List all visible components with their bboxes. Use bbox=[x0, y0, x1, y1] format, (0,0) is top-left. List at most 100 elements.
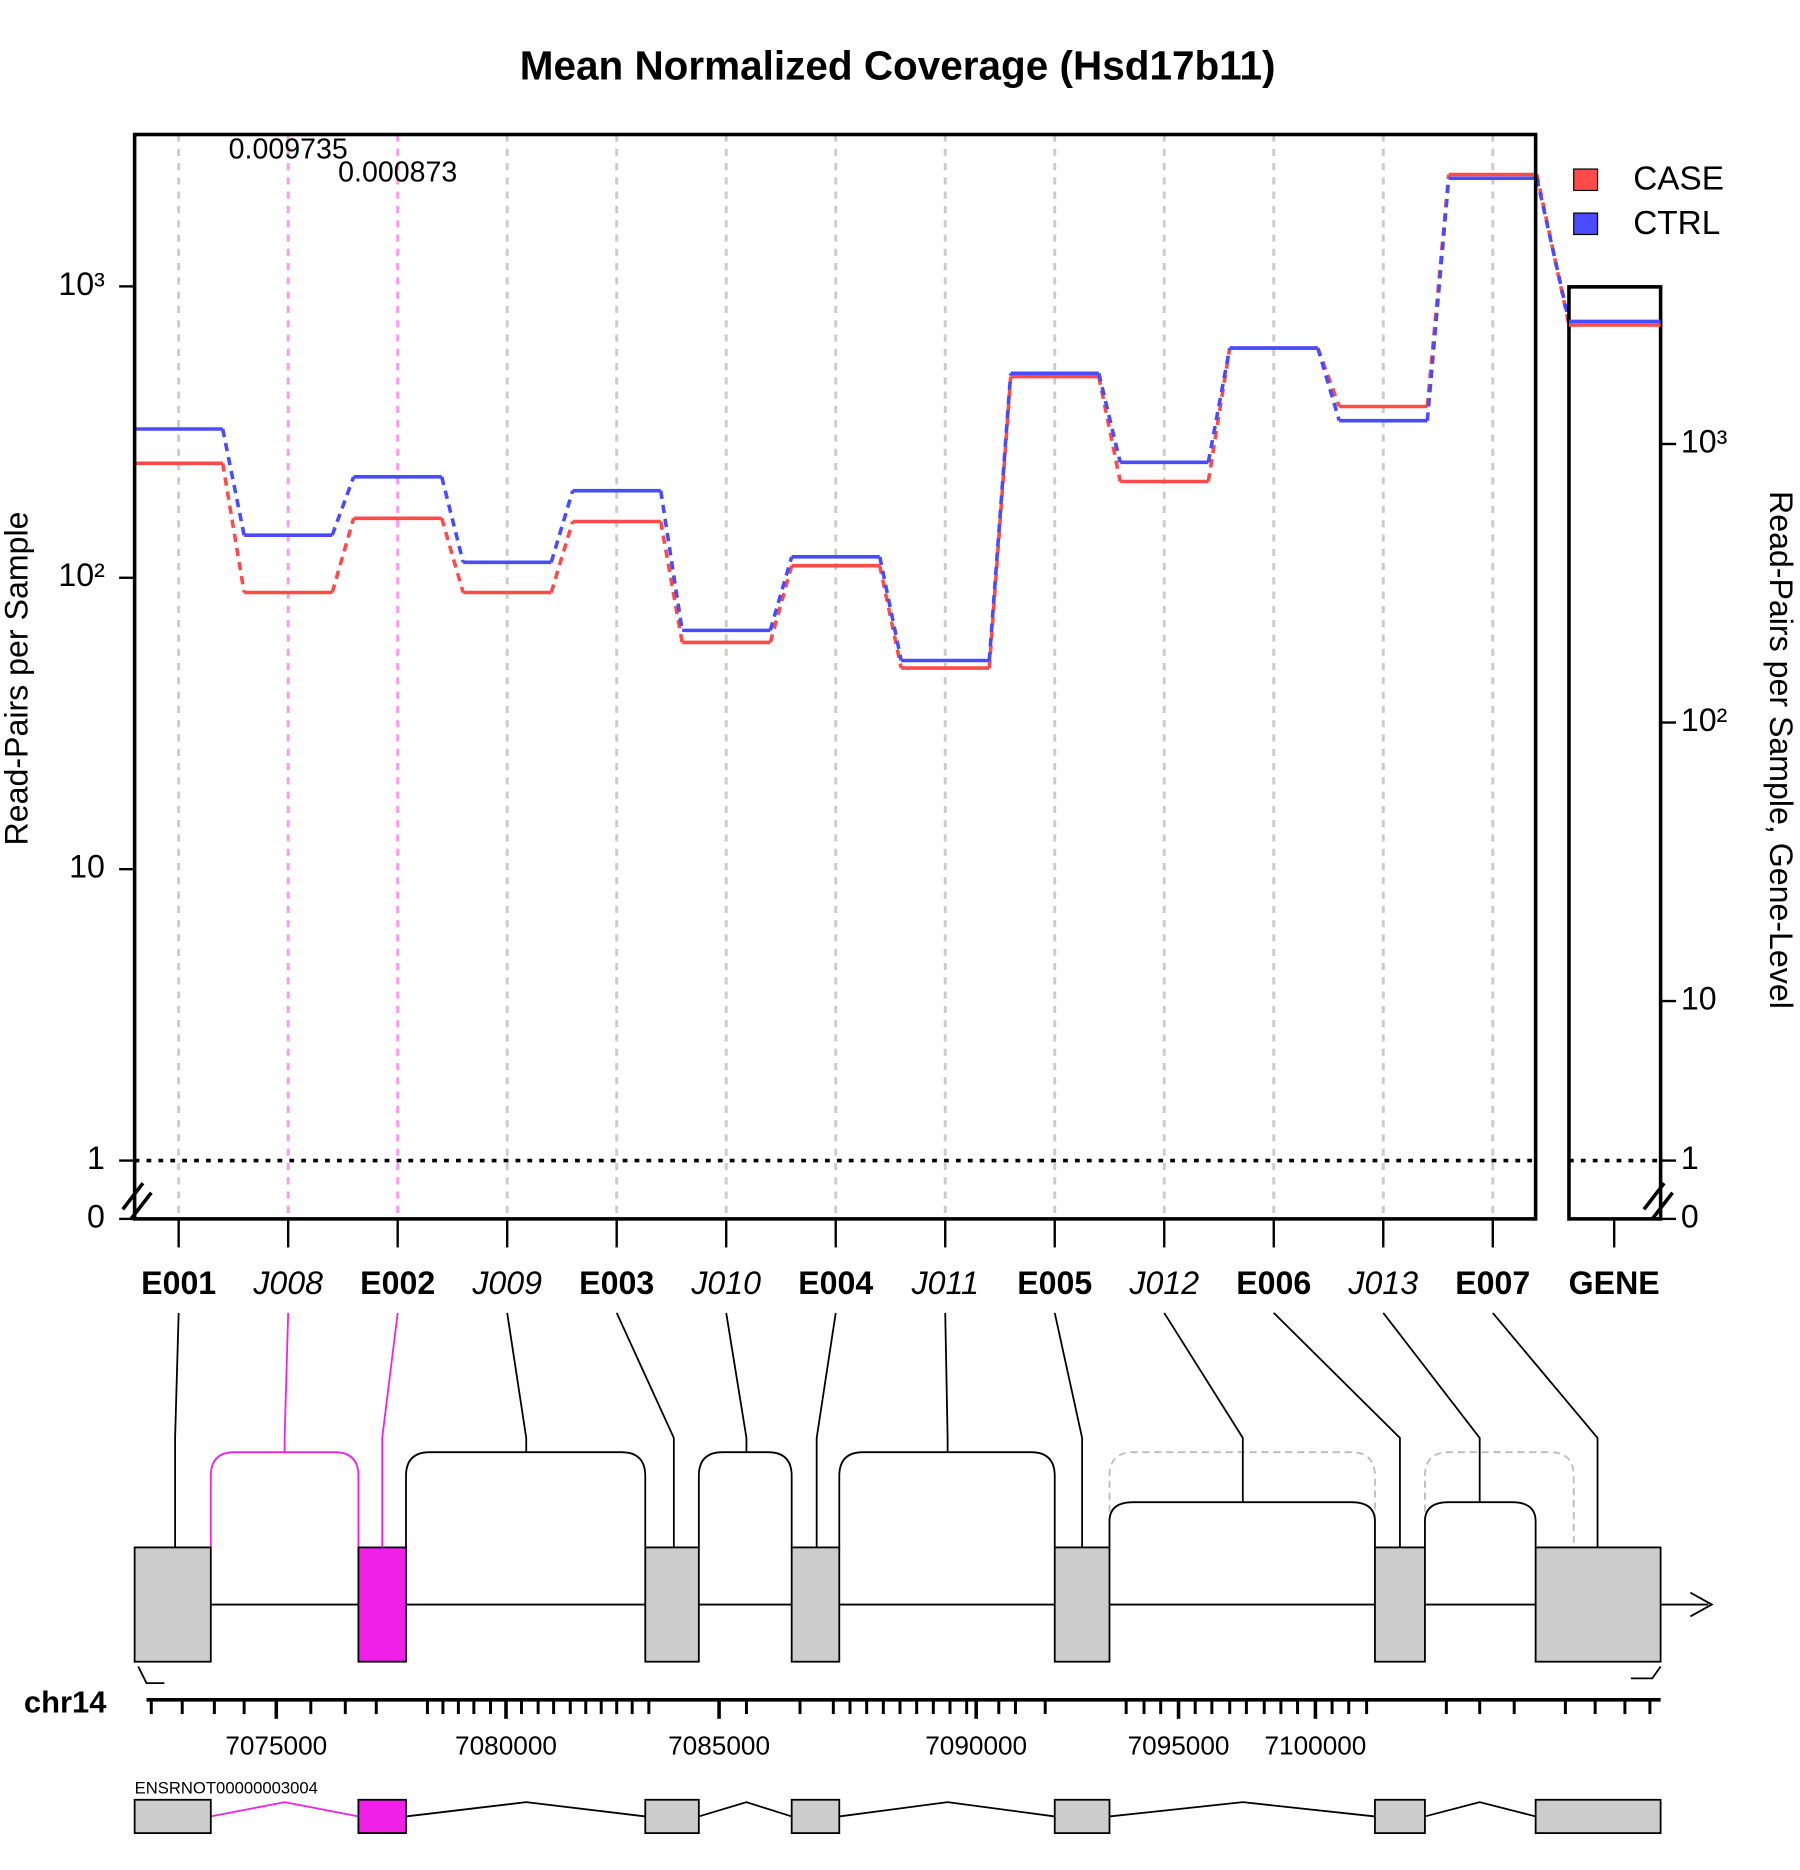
coverage-connector bbox=[1206, 347, 1232, 482]
transcript-exon bbox=[1374, 1798, 1426, 1834]
coord-tick-label: 7085000 bbox=[668, 1730, 770, 1760]
coverage-connector bbox=[1097, 372, 1122, 463]
coverage-connector bbox=[1535, 177, 1571, 322]
exon-box bbox=[133, 1546, 212, 1663]
coverage-connector bbox=[878, 556, 903, 661]
x-tick-label: J011 bbox=[911, 1265, 979, 1301]
y-axis-label: Read-Pairs per Sample bbox=[0, 512, 35, 846]
x-tick-label: E002 bbox=[360, 1265, 435, 1301]
y2-axis-label: Read-Pairs per Sample, Gene-Level bbox=[1763, 491, 1799, 1009]
y-tick-label: 10 bbox=[69, 849, 105, 885]
coverage-connector bbox=[1316, 347, 1341, 408]
y-tick-label: 10³ bbox=[58, 266, 105, 302]
axis-break bbox=[121, 1182, 153, 1220]
transcript-exon bbox=[790, 1798, 841, 1834]
strand-arrow bbox=[1689, 1591, 1714, 1618]
feature-connector bbox=[1382, 1312, 1481, 1503]
y-tick-label: 1 bbox=[87, 1140, 105, 1176]
coord-tick-label: 7080000 bbox=[455, 1730, 557, 1760]
y2-tick-label: 10³ bbox=[1681, 423, 1728, 459]
transcript-exon bbox=[1053, 1798, 1111, 1834]
feature-connector bbox=[1053, 1312, 1084, 1548]
coverage-connector bbox=[330, 517, 356, 594]
coverage-connector bbox=[220, 428, 246, 536]
coord-tick-label: 7075000 bbox=[225, 1730, 327, 1760]
x-tick-label: E004 bbox=[798, 1265, 873, 1301]
p-value-label: 0.000873 bbox=[338, 156, 457, 188]
coverage-connector bbox=[1316, 347, 1341, 422]
junction-arc-other bbox=[1424, 1451, 1575, 1548]
feature-connector bbox=[615, 1312, 675, 1548]
x-tick-label: J012 bbox=[1128, 1265, 1199, 1301]
y2-tick-label: 10 bbox=[1681, 981, 1717, 1017]
x-tick-label: E006 bbox=[1236, 1265, 1311, 1301]
x-tick-label: J008 bbox=[252, 1265, 323, 1301]
transcript-label: ENSRNOT00000003004 bbox=[135, 1778, 318, 1797]
transcript-intron bbox=[210, 1801, 359, 1818]
y-tick-label: 0 bbox=[87, 1198, 105, 1234]
transcript-exon bbox=[357, 1798, 407, 1834]
feature-connector bbox=[283, 1312, 290, 1453]
coverage-connector bbox=[330, 476, 356, 536]
exon-box bbox=[1374, 1546, 1426, 1663]
gene-frame bbox=[1567, 285, 1663, 1221]
feature-connector bbox=[381, 1312, 399, 1548]
legend-swatch bbox=[1573, 212, 1599, 236]
feature-connector bbox=[174, 1312, 180, 1548]
transcript-exon bbox=[644, 1798, 700, 1834]
feature-connector bbox=[944, 1312, 949, 1453]
junction-arc bbox=[838, 1451, 1056, 1548]
x-tick-label: E003 bbox=[579, 1265, 654, 1301]
legend-label: CASE bbox=[1633, 161, 1724, 198]
coverage-connector bbox=[1206, 347, 1232, 463]
coverage-connector bbox=[220, 463, 246, 593]
x-tick-label: J013 bbox=[1347, 1265, 1418, 1301]
junction-arc bbox=[405, 1451, 647, 1548]
coverage-connector bbox=[1425, 178, 1451, 421]
feature-connector bbox=[1273, 1312, 1401, 1548]
legend-swatch bbox=[1573, 168, 1599, 192]
feature-connector bbox=[1492, 1312, 1599, 1548]
coord-tick-label: 7100000 bbox=[1264, 1730, 1366, 1760]
coverage-connector bbox=[549, 490, 575, 563]
coverage-connector bbox=[439, 476, 465, 563]
x-tick-label: E005 bbox=[1017, 1265, 1092, 1301]
transcript-exon bbox=[133, 1798, 212, 1834]
coverage-connector bbox=[658, 521, 684, 643]
junction-arc bbox=[1424, 1501, 1537, 1548]
exon-box bbox=[644, 1546, 700, 1663]
exon-box bbox=[790, 1546, 841, 1663]
chrom-label: chr14 bbox=[24, 1685, 107, 1720]
coverage-connector bbox=[549, 520, 575, 594]
coverage-connector bbox=[768, 556, 794, 631]
feature-connector bbox=[506, 1312, 528, 1453]
x-tick-label: J009 bbox=[471, 1265, 542, 1301]
coord-tick-label: 7095000 bbox=[1128, 1730, 1230, 1760]
feature-connector bbox=[725, 1312, 748, 1453]
junction-arc bbox=[1108, 1501, 1376, 1548]
y-tick-label: 10² bbox=[58, 557, 105, 593]
x-tick-label: GENE bbox=[1569, 1265, 1660, 1301]
coord-tick-label: 7090000 bbox=[925, 1730, 1027, 1760]
x-tick-label: J010 bbox=[690, 1265, 761, 1301]
axis-break bbox=[1642, 1182, 1674, 1220]
feature-connector bbox=[1163, 1312, 1244, 1503]
junction-arc bbox=[697, 1451, 793, 1548]
legend-label: CTRL bbox=[1633, 205, 1720, 242]
coverage-connector bbox=[658, 490, 684, 631]
plot-area bbox=[134, 134, 1571, 1219]
feature-connector bbox=[815, 1312, 837, 1548]
exon-box bbox=[357, 1546, 407, 1663]
coverage-connector bbox=[440, 517, 465, 594]
y2-tick-label: 1 bbox=[1681, 1140, 1699, 1176]
exon-box bbox=[1534, 1546, 1662, 1663]
coverage-connector bbox=[768, 565, 794, 643]
y2-tick-label: 10² bbox=[1681, 702, 1728, 738]
coverage-connector bbox=[987, 373, 1013, 661]
transcript-intron bbox=[405, 1801, 1536, 1818]
p-value-label: 0.009735 bbox=[229, 134, 348, 166]
coverage-connector bbox=[878, 565, 903, 669]
gene-end-marks bbox=[137, 1665, 1662, 1685]
